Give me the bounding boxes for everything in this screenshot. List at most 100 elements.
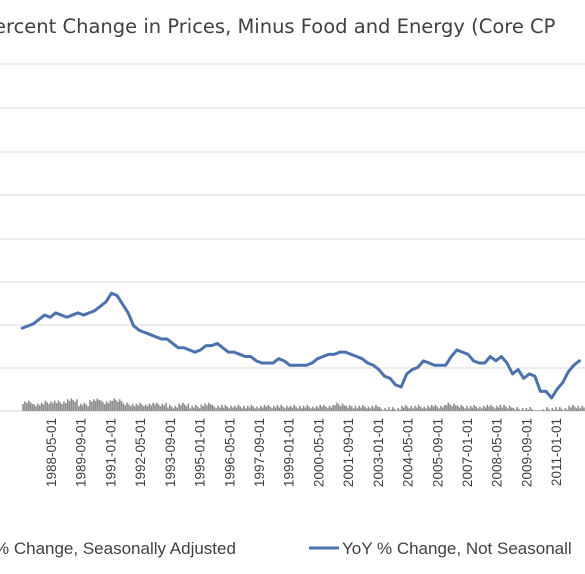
- bar: [581, 405, 583, 411]
- bar: [196, 406, 199, 411]
- bar: [206, 405, 208, 411]
- bar: [547, 408, 550, 411]
- bar: [419, 406, 422, 411]
- bar: [351, 406, 353, 411]
- bar: [165, 402, 167, 411]
- bar: [486, 404, 489, 411]
- bar: [169, 404, 171, 411]
- bar: [369, 408, 372, 411]
- bar: [297, 408, 299, 411]
- bar: [360, 407, 362, 411]
- bar: [26, 403, 28, 411]
- bar: [473, 404, 476, 411]
- bar: [91, 401, 93, 411]
- bar: [525, 407, 528, 411]
- bar: [44, 400, 47, 411]
- bar: [37, 403, 39, 411]
- bar: [100, 400, 102, 411]
- bar: [403, 407, 405, 411]
- bar: [308, 406, 310, 411]
- bar: [53, 400, 56, 411]
- bar: [559, 407, 561, 411]
- bar: [358, 405, 361, 411]
- bar: [323, 404, 325, 411]
- x-tick-label: 1999-01-01: [282, 418, 297, 487]
- bar: [111, 400, 114, 411]
- bar: [141, 404, 143, 411]
- bar: [343, 405, 346, 411]
- bar: [540, 410, 543, 411]
- bar: [377, 406, 379, 411]
- bar: [195, 404, 197, 411]
- bar: [261, 407, 264, 411]
- bar: [133, 406, 136, 411]
- bar: [412, 408, 414, 411]
- bar: [61, 404, 63, 411]
- bar: [213, 406, 216, 411]
- bar: [421, 408, 424, 411]
- bar: [78, 406, 80, 411]
- bar: [85, 404, 88, 411]
- bar: [521, 407, 524, 411]
- bar: [404, 404, 407, 411]
- bar: [560, 408, 563, 411]
- bar: [364, 406, 366, 411]
- bar: [217, 405, 219, 411]
- bar: [371, 405, 374, 411]
- bar: [189, 408, 192, 411]
- bar: [109, 400, 112, 411]
- bar: [135, 403, 138, 411]
- bar: [204, 403, 206, 411]
- bar: [579, 408, 582, 411]
- bar: [484, 407, 487, 411]
- bar: [260, 405, 262, 411]
- bar: [48, 404, 50, 411]
- bar: [74, 401, 76, 411]
- bar: [490, 404, 492, 411]
- bar: [232, 407, 234, 411]
- bar: [120, 400, 123, 411]
- bar: [252, 406, 255, 411]
- x-tick-label: 2008-05-01: [490, 418, 505, 487]
- bar: [176, 407, 179, 411]
- bar: [315, 405, 318, 411]
- bar: [356, 408, 359, 411]
- bar: [432, 406, 435, 411]
- bar: [423, 406, 426, 411]
- bar: [167, 407, 169, 411]
- bar: [263, 404, 266, 411]
- x-tick-label: 1991-01-01: [103, 418, 118, 487]
- bar: [198, 408, 201, 411]
- bar: [373, 407, 375, 411]
- bar: [35, 406, 37, 411]
- bar: [137, 405, 140, 411]
- bar: [271, 408, 273, 411]
- bar: [462, 406, 465, 411]
- bar: [27, 400, 30, 411]
- bar: [497, 407, 500, 411]
- bar: [443, 404, 446, 411]
- bar: [475, 406, 478, 411]
- bar: [174, 405, 177, 411]
- bar: [445, 405, 448, 411]
- bar: [92, 399, 95, 411]
- bar: [330, 407, 333, 411]
- bar: [68, 400, 71, 411]
- bar: [453, 403, 455, 411]
- bar: [118, 399, 121, 411]
- bar: [399, 409, 401, 411]
- bar: [221, 404, 223, 411]
- bar: [102, 402, 104, 411]
- bar: [386, 409, 388, 411]
- bar: [31, 404, 34, 411]
- bar: [306, 404, 309, 411]
- bar: [317, 407, 320, 411]
- bar: [382, 410, 385, 411]
- bar: [531, 408, 533, 411]
- bar: [390, 409, 392, 411]
- bar: [267, 404, 270, 411]
- bar: [104, 404, 106, 411]
- bar: [193, 407, 195, 411]
- bar: [347, 407, 349, 411]
- bar: [228, 408, 231, 411]
